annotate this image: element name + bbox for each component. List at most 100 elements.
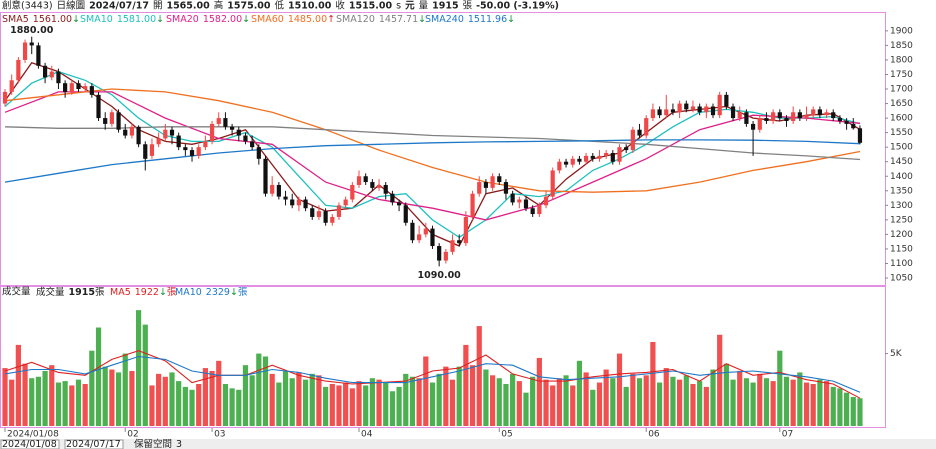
x-tick-label: 2024/01/08	[7, 430, 59, 440]
candle-body	[744, 112, 749, 124]
volume-bar	[556, 378, 562, 426]
volume-legend-label: 成交量	[36, 286, 65, 298]
volume-bar	[149, 385, 155, 426]
candle-body	[230, 126, 235, 130]
volume-bar	[590, 389, 596, 426]
volume-bar	[202, 368, 208, 426]
candle-body	[630, 129, 635, 151]
volume-bar	[216, 360, 222, 426]
candle-body	[163, 129, 168, 139]
volume-bar	[489, 375, 496, 426]
candle-body	[857, 128, 863, 143]
volume-bar	[403, 373, 409, 426]
volume-bar	[69, 385, 75, 426]
volume-bar	[757, 373, 763, 426]
volume-bar	[182, 386, 188, 426]
candle-body	[837, 118, 843, 122]
candle-body	[96, 94, 101, 119]
volume-legend-value: 1915	[69, 287, 95, 298]
candle-body	[437, 246, 442, 261]
volume-tick-label: 5K	[890, 349, 903, 359]
volume-bar	[576, 360, 583, 426]
x-tick-label: 06	[648, 430, 660, 440]
candle-body	[250, 141, 255, 148]
candle-body	[777, 112, 782, 119]
footer-text: 3	[176, 439, 182, 449]
candle-body	[664, 109, 669, 116]
footer-input[interactable]	[0, 439, 60, 449]
candle-body	[717, 94, 722, 116]
candle-body	[710, 106, 716, 116]
volume-bar	[543, 379, 549, 426]
ma-legend-name: SMA120	[336, 14, 375, 25]
candle-body	[650, 109, 655, 119]
volume-bar	[35, 376, 42, 426]
volume-bar	[763, 378, 770, 426]
y-tick-label: 1550	[890, 128, 913, 138]
candle-body	[123, 129, 128, 136]
volume-bar	[857, 398, 863, 426]
candle-body	[597, 155, 602, 159]
candle-body	[390, 193, 395, 203]
info-text: 2024/07/17	[89, 1, 149, 12]
volume-bar	[349, 388, 355, 426]
candle-body	[410, 222, 415, 241]
candle-body	[376, 184, 382, 188]
volume-bar	[269, 373, 275, 426]
ma-legend-name: SMA60	[251, 14, 284, 25]
candle-body	[383, 184, 388, 194]
candle-body	[183, 147, 188, 151]
candle-body	[517, 199, 522, 203]
volume-bar	[817, 379, 823, 426]
candle-body	[791, 112, 796, 122]
volume-bar	[276, 382, 282, 426]
volume-ma-arrow: ↓	[159, 287, 167, 298]
volume-legend: 成交量 1915張	[36, 286, 105, 298]
volume-bar	[650, 342, 656, 426]
volume-ma-unit: 張	[167, 287, 177, 298]
info-text: 1565.00	[166, 1, 210, 12]
volume-bar	[236, 389, 242, 426]
candle-body	[497, 176, 502, 183]
y-tick-label: 1850	[890, 41, 913, 51]
info-text: 1515.00	[349, 1, 393, 12]
ma-legend: SMA120 1457.71↓	[336, 14, 426, 25]
volume-bar	[282, 370, 289, 426]
ma-legend-arrow: ↓	[242, 14, 250, 25]
y-tick-label: 1300	[890, 201, 913, 211]
volume-bar	[443, 366, 449, 426]
ma-legend-name: SMA240	[425, 14, 464, 25]
y-tick-label: 1750	[890, 70, 913, 80]
candle-body	[543, 196, 549, 206]
candle-body	[103, 118, 108, 124]
volume-bar	[383, 382, 389, 426]
volume-bar	[22, 363, 28, 426]
candle-body	[557, 161, 562, 171]
volume-bar	[469, 365, 476, 426]
volume-bar	[550, 385, 556, 426]
volume-bar	[523, 392, 529, 426]
volume-ma-legend: MA5 1922↓張	[110, 287, 177, 298]
candle-body	[136, 126, 141, 145]
footer-input[interactable]	[64, 439, 124, 449]
volume-bar	[463, 344, 469, 426]
candle-body	[209, 123, 215, 142]
volume-bar	[750, 382, 756, 426]
volume-bar	[356, 381, 362, 426]
candle-body	[350, 184, 355, 200]
volume-bar	[783, 376, 790, 426]
candle-body	[116, 112, 121, 130]
volume-bar	[743, 378, 750, 426]
info-text: 收	[335, 0, 345, 12]
candle-body	[503, 182, 509, 194]
candle-body	[189, 150, 195, 156]
volume-bar	[256, 353, 262, 426]
candle-body	[537, 205, 542, 215]
candle-body	[477, 182, 482, 194]
footer-text: 2024/07/17	[66, 439, 121, 449]
candle-body	[450, 240, 455, 252]
ma-legend: SMA60 1485.00↑	[251, 14, 335, 25]
volume-bar	[770, 381, 776, 426]
candle-body	[63, 83, 68, 92]
volume-ma-legend: MA10 2329↓張	[175, 287, 248, 298]
